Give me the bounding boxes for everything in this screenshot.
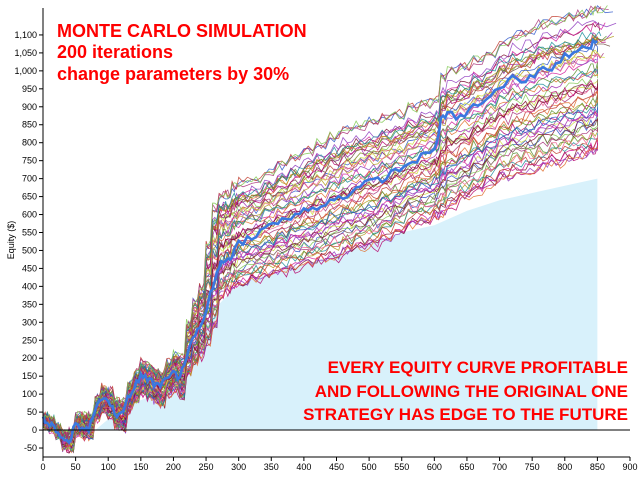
- ticks: -500501001502002503003504004505005506006…: [14, 30, 637, 472]
- x-tick-label: 150: [133, 462, 148, 472]
- y-tick-label: 350: [22, 299, 37, 309]
- equity-area: [43, 178, 598, 431]
- x-tick-label: 900: [622, 462, 637, 472]
- annotation-line-3: STRATEGY HAS EDGE TO THE FUTURE: [303, 405, 628, 424]
- y-tick-label: 400: [22, 281, 37, 291]
- annotation-line-1: EVERY EQUITY CURVE PROFITABLE: [328, 358, 628, 377]
- x-tick-label: 550: [394, 462, 409, 472]
- x-tick-label: 500: [362, 462, 377, 472]
- y-tick-label: 600: [22, 210, 37, 220]
- simulation-line: [42, 20, 617, 441]
- x-tick-label: 650: [459, 462, 474, 472]
- simulation-line: [42, 53, 601, 444]
- y-axis-title: Equity ($): [6, 221, 16, 260]
- simulation-line: [43, 145, 598, 454]
- y-tick-label: 50: [27, 407, 37, 417]
- x-tick-label: 700: [492, 462, 507, 472]
- x-tick-label: 450: [329, 462, 344, 472]
- simulation-line: [42, 82, 598, 445]
- y-tick-label: -50: [24, 443, 37, 453]
- x-tick-label: 600: [427, 462, 442, 472]
- x-tick-label: 850: [590, 462, 605, 472]
- y-tick-label: 550: [22, 228, 37, 238]
- y-tick-label: 250: [22, 335, 37, 345]
- y-tick-label: 1,000: [14, 66, 37, 76]
- y-tick-label: 850: [22, 120, 37, 130]
- title-line-3: change parameters by 30%: [57, 64, 289, 84]
- y-tick-label: 300: [22, 317, 37, 327]
- y-tick-label: 100: [22, 389, 37, 399]
- y-tick-label: 900: [22, 102, 37, 112]
- y-tick-label: 950: [22, 84, 37, 94]
- x-tick-label: 250: [199, 462, 214, 472]
- x-tick-label: 0: [40, 462, 45, 472]
- y-tick-label: 200: [22, 353, 37, 363]
- x-tick-label: 750: [525, 462, 540, 472]
- plot-area: [41, 5, 617, 454]
- title-line-2: 200 iterations: [57, 42, 173, 62]
- y-tick-label: 0: [32, 425, 37, 435]
- x-tick-label: 300: [231, 462, 246, 472]
- y-tick-label: 1,050: [14, 48, 37, 58]
- y-tick-label: 150: [22, 371, 37, 381]
- y-tick-label: 700: [22, 174, 37, 184]
- y-tick-label: 500: [22, 245, 37, 255]
- x-tick-label: 100: [101, 462, 116, 472]
- x-tick-label: 200: [166, 462, 181, 472]
- simulation-line: [42, 5, 609, 439]
- annotation-block: EVERY EQUITY CURVE PROFITABLE AND FOLLOW…: [303, 358, 628, 424]
- x-tick-label: 400: [296, 462, 311, 472]
- original-equity-line: [41, 37, 599, 445]
- x-tick-label: 350: [264, 462, 279, 472]
- y-tick-label: 450: [22, 263, 37, 273]
- title-line-1: MONTE CARLO SIMULATION: [57, 21, 307, 41]
- y-tick-label: 800: [22, 138, 37, 148]
- simulation-line: [42, 5, 608, 434]
- x-tick-label: 50: [71, 462, 81, 472]
- y-tick-label: 1,100: [14, 30, 37, 40]
- simulation-line: [42, 133, 598, 453]
- title-block: MONTE CARLO SIMULATION 200 iterations ch…: [57, 21, 307, 84]
- x-tick-label: 800: [557, 462, 572, 472]
- y-tick-label: 750: [22, 156, 37, 166]
- annotation-line-2: AND FOLLOWING THE ORIGINAL ONE: [315, 382, 628, 401]
- y-tick-label: 650: [22, 192, 37, 202]
